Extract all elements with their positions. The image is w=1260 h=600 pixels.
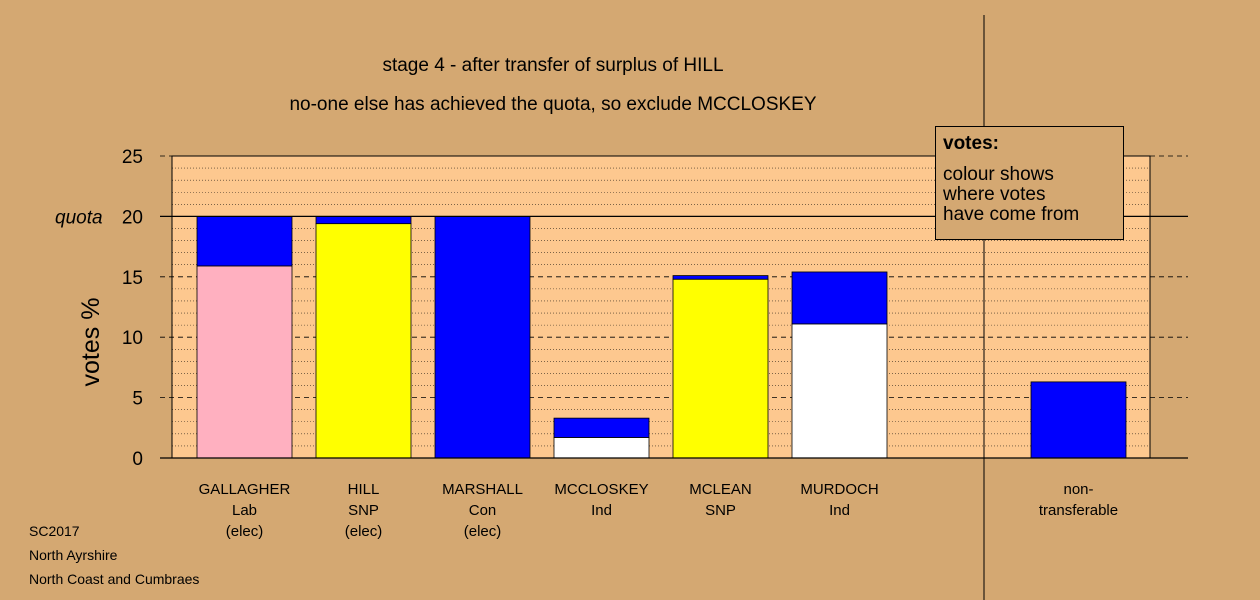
x-category-label: GALLAGHER xyxy=(199,481,291,498)
bar-segment xyxy=(315,223,412,459)
bar-segment xyxy=(791,271,888,325)
x-category-label: MURDOCH xyxy=(800,481,878,498)
quota-label: quota xyxy=(55,207,103,228)
y-tick-label: 25 xyxy=(122,147,143,168)
bar-segment xyxy=(315,215,412,225)
x-category-label: (elec) xyxy=(464,523,502,540)
x-category-label: Ind xyxy=(591,502,612,519)
bar-segment xyxy=(1030,381,1127,459)
bar-segment xyxy=(196,265,293,459)
y-tick-label: 0 xyxy=(132,449,143,470)
x-category-label: non- xyxy=(1063,481,1093,498)
x-category-label: HILL xyxy=(348,481,380,498)
footer-ward: North Coast and Cumbraes xyxy=(29,571,200,587)
chart-title: stage 4 - after transfer of surplus of H… xyxy=(382,55,724,76)
x-category-label: Ind xyxy=(829,502,850,519)
legend-box: votes: colour shows where votes have com… xyxy=(935,126,1124,240)
legend-line: have come from xyxy=(943,204,1080,225)
x-category-label: MARSHALL xyxy=(442,481,523,498)
bar-segment xyxy=(791,323,888,459)
x-category-label: Lab xyxy=(232,502,257,519)
x-category-label: SNP xyxy=(348,502,379,519)
bar-segment xyxy=(672,278,769,459)
x-category-label: SNP xyxy=(705,502,736,519)
legend-title: votes: xyxy=(943,133,999,154)
footer-council: North Ayrshire xyxy=(29,547,118,563)
chart-subtitle: no-one else has achieved the quota, so e… xyxy=(289,94,817,115)
bar-segment xyxy=(196,215,293,267)
legend-line: colour shows xyxy=(943,164,1054,185)
x-category-label: transferable xyxy=(1039,502,1118,519)
bar-segment xyxy=(553,417,650,438)
bar-segment xyxy=(553,437,650,459)
x-category-label: MCCLOSKEY xyxy=(554,481,648,498)
legend-line: where votes xyxy=(943,184,1046,205)
y-tick-label: 15 xyxy=(122,268,143,289)
x-category-label: (elec) xyxy=(345,523,383,540)
x-category-label: (elec) xyxy=(226,523,264,540)
y-tick-label: 10 xyxy=(122,328,143,349)
footer-election: SC2017 xyxy=(29,523,80,539)
y-axis-label: votes % xyxy=(77,298,105,387)
y-tick-label: 20 xyxy=(122,207,143,228)
bar-segment xyxy=(672,275,769,280)
x-category-label: MCLEAN xyxy=(689,481,752,498)
bar-segment xyxy=(434,215,531,459)
y-tick-label: 5 xyxy=(132,389,143,410)
x-category-label: Con xyxy=(469,502,497,519)
